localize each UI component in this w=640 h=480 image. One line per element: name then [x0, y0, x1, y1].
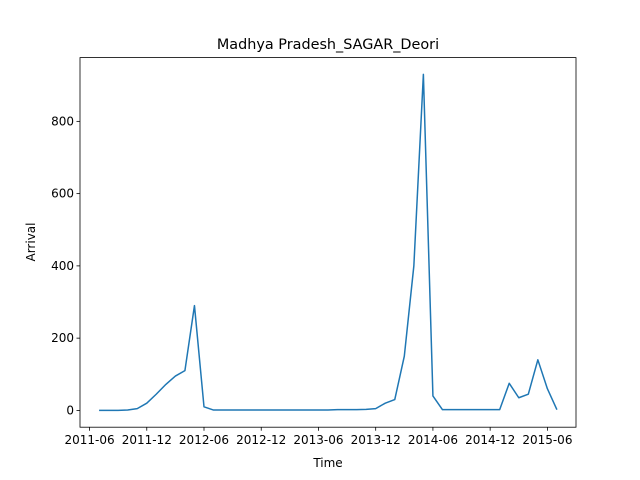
- y-tick-label: 800: [51, 114, 74, 128]
- chart-title: Madhya Pradesh_SAGAR_Deori: [217, 37, 439, 53]
- y-tick-label: 0: [66, 403, 74, 417]
- x-tick-label: 2014-06: [408, 433, 458, 447]
- y-tick-label: 600: [51, 187, 74, 201]
- x-tick-label: 2013-12: [351, 433, 401, 447]
- y-axis-label: Arrival: [24, 223, 38, 262]
- plot-frame: [79, 57, 577, 428]
- x-tick-label: 2015-06: [522, 433, 572, 447]
- x-tick-label: 2011-06: [64, 433, 114, 447]
- data-line: [99, 73, 558, 412]
- x-tick-label: 2012-12: [236, 433, 286, 447]
- x-tick-label: 2014-12: [465, 433, 515, 447]
- y-tick-label: 400: [51, 259, 74, 273]
- x-tick-label: 2013-06: [293, 433, 343, 447]
- y-tick-label: 200: [51, 331, 74, 345]
- x-tick-label: 2011-12: [122, 433, 172, 447]
- x-tick-label: 2012-06: [179, 433, 229, 447]
- x-axis-label: Time: [312, 456, 342, 470]
